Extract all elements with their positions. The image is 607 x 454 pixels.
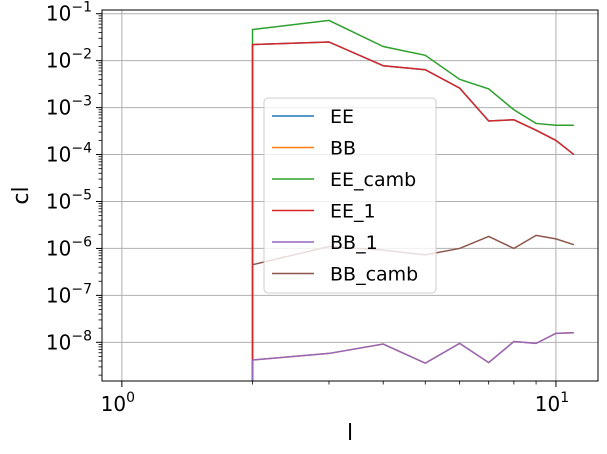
y-tick-label: 10−4: [46, 141, 92, 167]
legend-label: BB_1: [330, 232, 378, 254]
y-tick-label: 10−5: [46, 187, 92, 213]
legend-label: BB_camb: [330, 264, 418, 286]
legend-label: EE_camb: [330, 169, 416, 191]
tick-layer: 100 101 10−8 10−7 10−6 10−5 10−4 10−3 10−2 10−1: [46, 0, 569, 416]
y-tick-label: 10−1: [46, 0, 92, 26]
legend-label: BB: [330, 138, 356, 160]
y-tick-label: 10−6: [46, 234, 92, 260]
x-axis-label: l: [347, 421, 353, 446]
legend: EE BB EE_camb EE_1 BB_1 BB_camb: [263, 97, 437, 294]
y-axis-label: cl: [9, 186, 34, 204]
series-layer: [251, 19, 575, 381]
legend-items: EE BB EE_camb EE_1 BB_1 BB_camb: [272, 106, 418, 286]
series-line-ee-camb: [251, 19, 574, 381]
legend-label: EE_1: [330, 201, 376, 223]
y-tick-label: 10−2: [46, 47, 92, 73]
y-tick-label: 10−3: [46, 94, 92, 120]
legend-label: EE: [330, 106, 354, 128]
x-tick-label: 100: [101, 390, 135, 416]
series-line-bb-1: [251, 331, 574, 381]
x-tick-label: 101: [535, 390, 569, 416]
y-tick-label: 10−7: [46, 281, 92, 307]
series-line-ee-1: [251, 41, 575, 381]
y-tick-label: 10−8: [46, 328, 92, 354]
plot-frame: [101, 9, 599, 382]
